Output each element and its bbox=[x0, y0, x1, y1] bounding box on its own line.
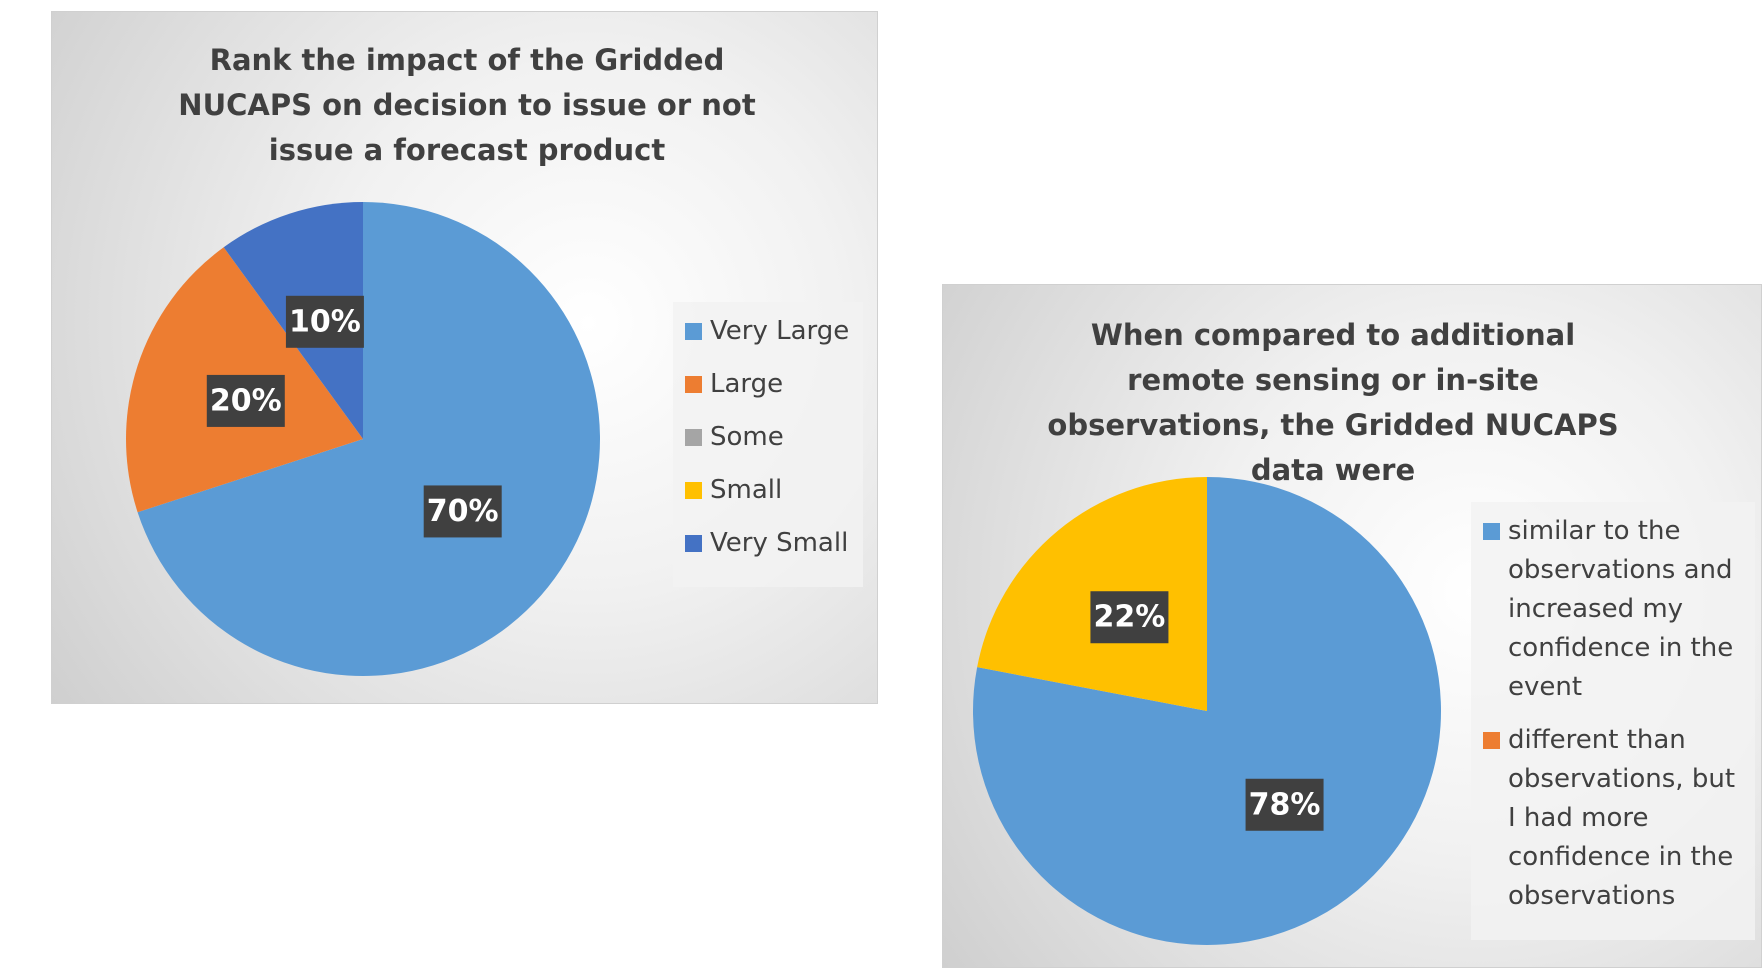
legend-label: Very Small bbox=[710, 528, 849, 558]
legend: Very Large Large Some Small Very Small bbox=[673, 302, 863, 587]
data-label: 10% bbox=[289, 304, 361, 339]
data-label-box bbox=[206, 374, 285, 427]
pie-slice bbox=[973, 477, 1441, 946]
data-label-box bbox=[423, 485, 502, 538]
chart-panel: Rank the impact of the Gridded NUCAPS on… bbox=[51, 11, 878, 704]
chart-panel: When compared to additional remote sensi… bbox=[942, 284, 1762, 968]
chart-title: When compared to additional remote sensi… bbox=[1047, 318, 1619, 487]
data-label: 78% bbox=[1249, 787, 1321, 822]
legend-label: different than observations, but I had m… bbox=[1508, 725, 1736, 911]
pie-area: 70% 20% 10% bbox=[125, 202, 600, 676]
legend-label: Small bbox=[710, 475, 783, 505]
pie-slice bbox=[137, 202, 600, 676]
data-label: 20% bbox=[210, 383, 282, 418]
legend-item: Very Large bbox=[685, 312, 851, 351]
chart-title: Rank the impact of the Gridded NUCAPS on… bbox=[178, 43, 756, 167]
legend-swatch bbox=[1483, 523, 1500, 540]
legend-swatch bbox=[685, 429, 702, 446]
legend-swatch bbox=[1483, 732, 1500, 749]
legend-item: Some bbox=[685, 418, 851, 457]
legend-swatch bbox=[685, 535, 702, 552]
legend-item: Very Small bbox=[685, 524, 851, 563]
legend-swatch bbox=[685, 376, 702, 393]
data-label-box bbox=[285, 295, 364, 348]
legend-label: Large bbox=[710, 369, 784, 399]
legend-item: different than observations, but I had m… bbox=[1483, 721, 1743, 916]
legend: similar to the observations and increase… bbox=[1471, 502, 1755, 940]
data-label: 70% bbox=[427, 494, 499, 529]
legend-label: Very Large bbox=[710, 316, 850, 346]
legend-swatch bbox=[685, 323, 702, 340]
data-label-box bbox=[1090, 591, 1169, 644]
legend-item: Large bbox=[685, 365, 851, 404]
legend-label: similar to the observations and increase… bbox=[1508, 516, 1734, 702]
data-label: 22% bbox=[1094, 600, 1166, 635]
legend-item: similar to the observations and increase… bbox=[1483, 512, 1743, 707]
pie-area: 78% 22% bbox=[973, 477, 1441, 946]
legend-label: Some bbox=[710, 422, 784, 452]
legend-swatch bbox=[685, 482, 702, 499]
legend-item: Small bbox=[685, 471, 851, 510]
data-label-box bbox=[1245, 778, 1324, 831]
